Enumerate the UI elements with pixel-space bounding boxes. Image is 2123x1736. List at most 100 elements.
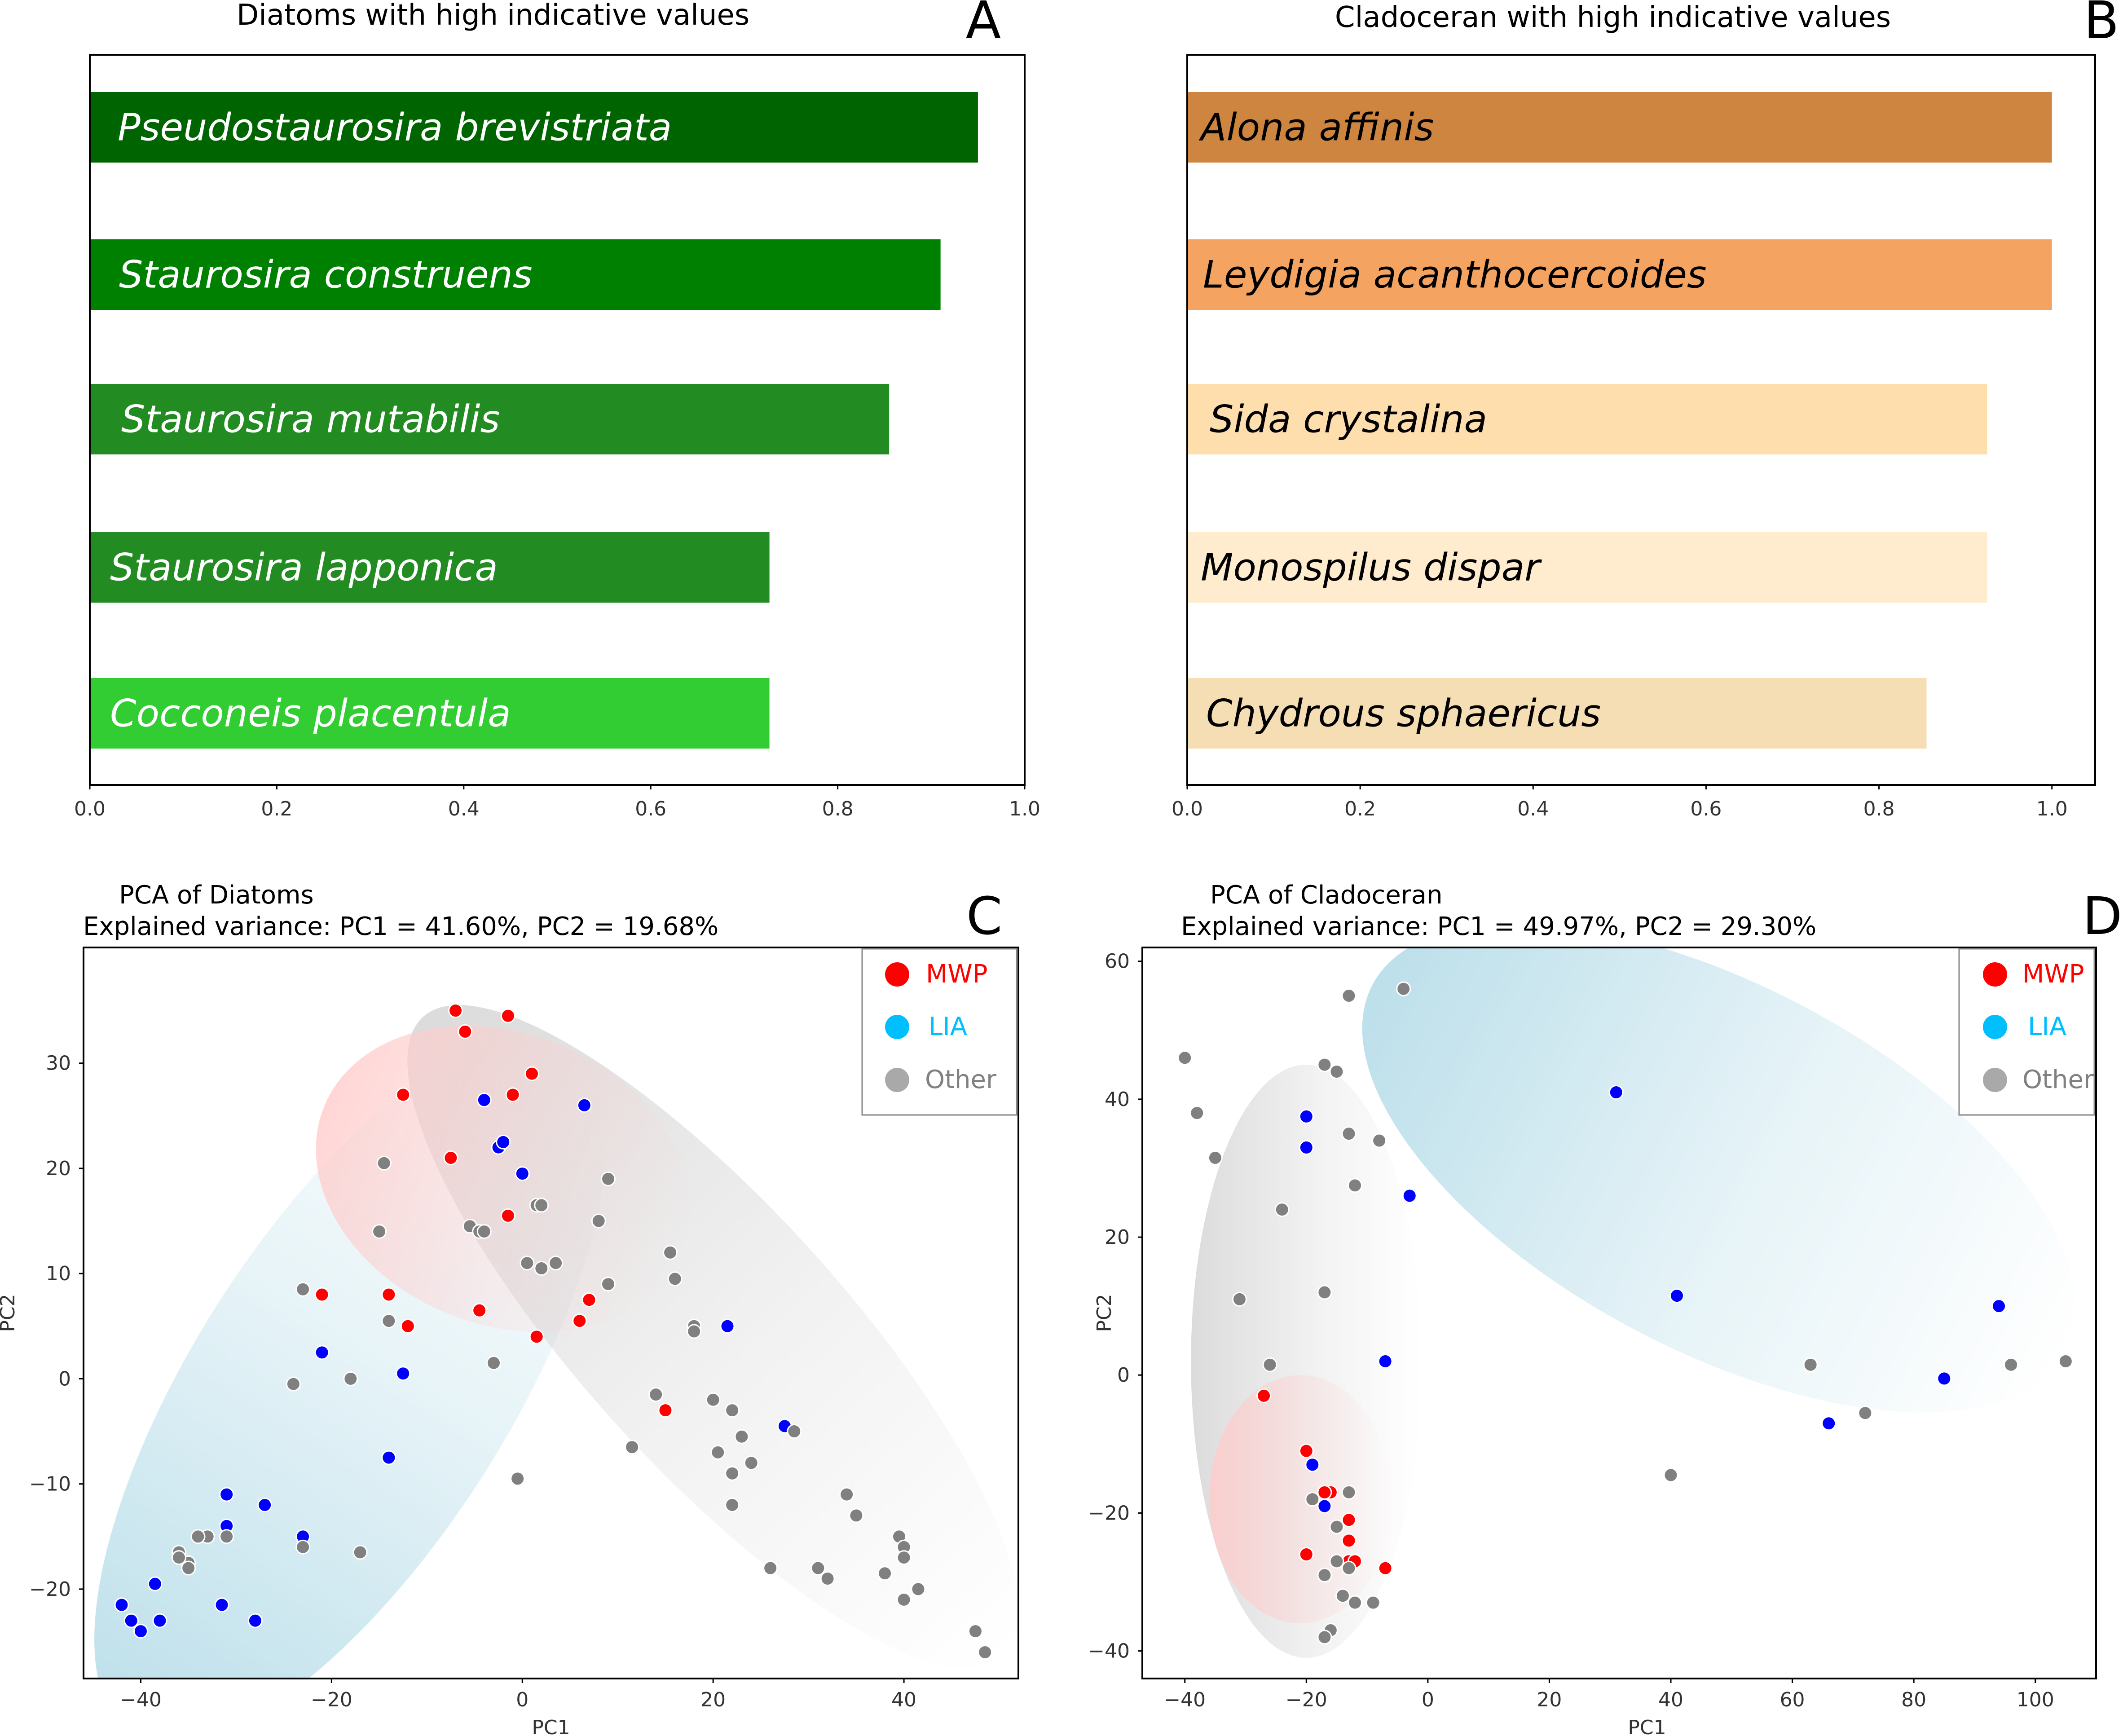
panel-b-bar-label: Alona affinis [1198, 106, 1434, 150]
panel-d-points [1177, 981, 2073, 1645]
panel-d-x-tick-label: 100 [2017, 1688, 2054, 1711]
panel-a-bar [90, 678, 770, 749]
panel-c-lia-point [396, 1366, 411, 1381]
panel-b-letter: B [2084, 0, 2119, 51]
panel-c-other-point [763, 1560, 778, 1576]
panel-c-mwp-point [658, 1403, 673, 1418]
panel-c-other-point [295, 1282, 311, 1297]
panel-d-other-point [1365, 1595, 1381, 1610]
panel-d-letter: D [2083, 886, 2123, 947]
panel-c-other-point [667, 1271, 683, 1287]
panel-d-legend-lia-marker [1983, 1015, 2007, 1039]
panel-c-other-point [968, 1624, 983, 1639]
panel-b-frame [1186, 54, 2096, 786]
panel-c-other-point [896, 1550, 912, 1565]
panel-c-other-point [705, 1392, 721, 1407]
panel-c-other-point [734, 1429, 749, 1444]
panel-c-other-point [849, 1508, 864, 1523]
panel-c-points [114, 1003, 993, 1660]
panel-c-mwp-point [505, 1087, 520, 1102]
panel-c-lia-point [720, 1318, 735, 1334]
panel-d-other-point [1329, 1554, 1344, 1569]
panel-d-x-axis-label: PC1 [1628, 1716, 1666, 1736]
panel-d-x-tick-label: 40 [1658, 1688, 1683, 1711]
panel-c-other-point [911, 1582, 926, 1597]
panel-d-other-point [1372, 1133, 1387, 1148]
panel-b-cladoceran-indicator-bar-chart: Cladoceran with high indicative values B… [1172, 0, 2119, 820]
panel-d-other-point [1858, 1406, 1873, 1421]
panel-c-lia-point [247, 1613, 263, 1628]
panel-c-other-point [663, 1245, 678, 1260]
panel-b-bar-label: Sida crystalina [1210, 397, 1487, 441]
panel-b-x-tick-label: 0.2 [1344, 798, 1376, 820]
panel-c-mwp-point [381, 1287, 396, 1302]
panel-c-lia-point [214, 1597, 229, 1613]
panel-c-mwp-point [529, 1329, 544, 1344]
panel-c-mwp-point [472, 1303, 487, 1318]
panel-c-other-point [687, 1324, 702, 1339]
panel-d-legend-other-label: Other [2022, 1065, 2094, 1094]
panel-c-y-tick-label: 0 [58, 1367, 71, 1390]
panel-d-lia-point [1317, 1498, 1332, 1514]
panel-c-y-tick-label: 10 [46, 1262, 71, 1285]
panel-d-other-point [1663, 1467, 1678, 1483]
panel-a-letter: A [966, 0, 1001, 51]
panel-c-y-tick-label: −10 [29, 1473, 71, 1496]
panel-d-lia-point [1305, 1457, 1320, 1472]
panel-c-lia-point [476, 1093, 492, 1108]
panel-d-confidence-ellipses [1191, 947, 2077, 1658]
panel-c-other-point [520, 1256, 535, 1271]
panel-b-bar [1187, 532, 1987, 603]
panel-c-x-tick-label: 0 [516, 1688, 529, 1711]
panel-d-other-point [1317, 1057, 1332, 1072]
panel-d-x-tick-label: −20 [1286, 1688, 1327, 1711]
panel-c-mwp-point [500, 1008, 515, 1023]
panel-c-other-point [725, 1497, 740, 1512]
panel-d-other-point [1317, 1568, 1332, 1583]
panel-a-x-tick-label: 0.8 [822, 798, 854, 820]
panel-c-subtitle: Explained variance: PC1 = 41.60%, PC2 = … [83, 912, 718, 941]
panel-d-other-point [1317, 1285, 1332, 1300]
panel-d-y-ticks: −40 −20 0 20 40 60 [1088, 950, 1142, 1663]
panel-c-other-point [295, 1539, 311, 1555]
panel-d-mwp-point [1299, 1443, 1314, 1458]
panel-c-legend-mwp-label: MWP [926, 960, 987, 989]
panel-c-y-tick-label: 30 [46, 1052, 71, 1075]
panel-d-subtitle: Explained variance: PC1 = 49.97%, PC2 = … [1181, 912, 1816, 941]
panel-d-other-point [1396, 981, 1411, 996]
panel-c-x-tick-label: 20 [700, 1688, 726, 1711]
panel-b-x-tick-label: 0.8 [1863, 798, 1895, 820]
panel-a-bar-label: Pseudostaurosira brevistriata [118, 106, 672, 150]
panel-d-legend-mwp-label: MWP [2022, 960, 2084, 989]
panel-d-mwp-point [1299, 1547, 1314, 1562]
panel-d-y-tick-label: −20 [1088, 1502, 1130, 1525]
panel-d-lia-point [1402, 1188, 1417, 1203]
panel-d-y-tick-label: 60 [1105, 950, 1130, 973]
panel-c-legend: MWP LIA Other [861, 948, 1017, 1116]
panel-b-title: Cladoceran with high indicative values [1335, 1, 1891, 34]
panel-d-x-tick-label: 0 [1422, 1688, 1434, 1711]
panel-d-legend-other-marker [1983, 1068, 2007, 1092]
panel-c-mwp-point [448, 1003, 463, 1018]
panel-c-other-point [591, 1213, 606, 1229]
panel-c-y-tick-label: 20 [46, 1157, 71, 1180]
panel-c-mwp-ellipse [316, 1026, 691, 1332]
panel-c-mwp-point [443, 1150, 458, 1165]
panel-a-x-tick-label: 0.0 [74, 798, 106, 820]
panel-c-x-tick-label: −20 [311, 1688, 352, 1711]
panel-a-bar [90, 532, 770, 603]
panel-a-x-ticks: 0.0 0.2 0.4 0.6 0.8 1.0 [74, 785, 1040, 820]
panel-c-mwp-point [314, 1287, 330, 1302]
panel-a-bar-label: Cocconeis placentula [110, 692, 511, 736]
panel-d-title: PCA of Cladoceran [1210, 881, 1443, 910]
panel-c-other-point [896, 1592, 912, 1607]
panel-d-other-point [1803, 1357, 1818, 1372]
panel-c-other-point [486, 1355, 502, 1370]
panel-b-x-tick-label: 1.0 [2036, 798, 2068, 820]
panel-d-x-tick-label: 60 [1780, 1688, 1805, 1711]
panel-d-mwp-point [1341, 1512, 1357, 1528]
panel-d-other-point [1317, 1630, 1332, 1645]
panel-c-x-tick-label: −40 [120, 1688, 162, 1711]
panel-c-plot-area [94, 1003, 1018, 1679]
panel-c-other-point [648, 1387, 664, 1402]
